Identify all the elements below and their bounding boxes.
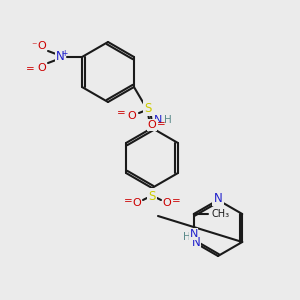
Text: ⁻: ⁻ [31, 41, 37, 51]
Text: =: = [172, 196, 180, 206]
Text: N: N [191, 236, 200, 248]
Text: CH₃: CH₃ [212, 209, 230, 219]
Text: O: O [133, 198, 141, 208]
Text: O: O [128, 111, 136, 121]
Text: H: H [183, 232, 190, 242]
Text: S: S [144, 101, 152, 115]
Text: =: = [26, 64, 34, 74]
Text: =: = [124, 196, 132, 206]
Text: O: O [38, 41, 46, 51]
Text: H: H [164, 115, 172, 125]
Text: N: N [56, 50, 64, 64]
Text: O: O [148, 120, 156, 130]
Text: N: N [154, 115, 162, 125]
Text: =: = [117, 108, 125, 118]
Text: O: O [38, 63, 46, 73]
Text: N: N [214, 191, 222, 205]
Text: =: = [157, 119, 165, 129]
Text: S: S [148, 190, 156, 202]
Text: N: N [189, 229, 198, 239]
Text: O: O [163, 198, 171, 208]
Text: +: + [61, 49, 68, 58]
